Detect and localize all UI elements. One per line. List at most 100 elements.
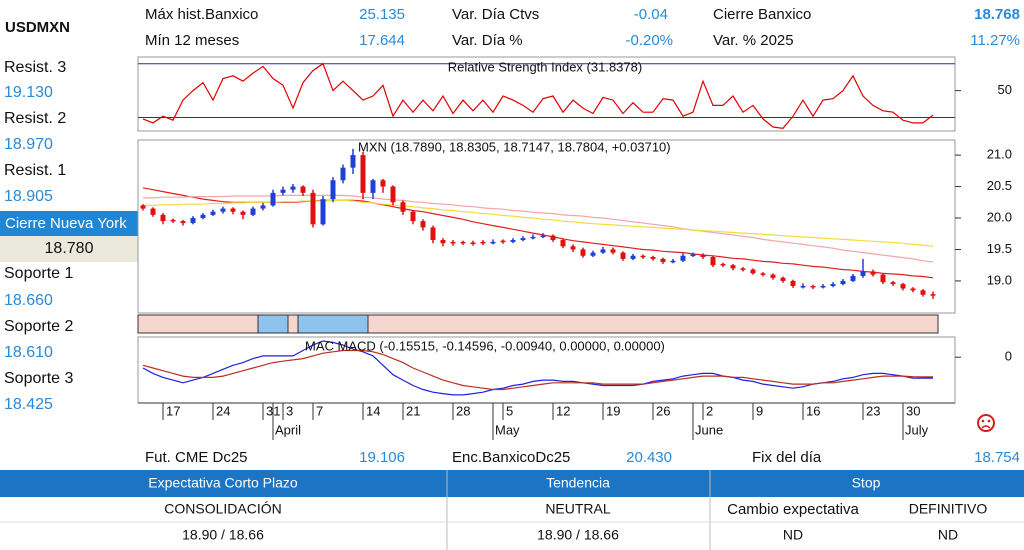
rsi-frame: [137, 56, 956, 132]
y-tick-label: 0: [1005, 349, 1012, 364]
candle-body: [780, 277, 786, 281]
candle-body: [850, 275, 856, 281]
table-cell: 18.90 / 18.66: [182, 527, 264, 543]
candle-body: [530, 236, 536, 239]
candle-body: [870, 271, 876, 275]
footer-value: 20.430: [626, 449, 672, 466]
y-tick-label: 50: [998, 82, 1012, 97]
series-line: [142, 340, 933, 396]
candle-body: [510, 240, 516, 242]
candle-body: [660, 258, 666, 263]
chart-title: MXN (18.7890, 18.8305, 18.7147, 18.7804,…: [358, 139, 671, 154]
candle-body: [920, 290, 926, 295]
close-ny-band: [0, 211, 138, 236]
candle-body: [620, 252, 626, 259]
candle-body: [140, 205, 146, 209]
candle-body: [340, 167, 346, 181]
candle-body: [430, 227, 436, 241]
candle-body: [500, 240, 506, 243]
candle-body: [810, 285, 816, 288]
table-heading: Expectativa Corto Plazo: [148, 475, 298, 491]
candle-body: [880, 274, 886, 283]
level-value: 18.780: [45, 240, 94, 257]
table-cell: DEFINITIVO: [909, 501, 988, 517]
candle-body: [480, 241, 486, 244]
candle-body: [300, 186, 306, 193]
candle-body: [370, 180, 376, 193]
month-label: June: [695, 422, 723, 437]
candle-body: [410, 211, 416, 222]
candle-body: [600, 249, 606, 253]
candle-body: [220, 208, 226, 212]
candle-body: [540, 235, 546, 238]
table-cell: 18.90 / 18.66: [537, 527, 619, 543]
series-line: [142, 349, 933, 391]
x-tick-label: 14: [366, 403, 380, 418]
y-tick-label: 20.5: [987, 178, 1012, 193]
level-value: 18.970: [4, 136, 53, 153]
footer-value: 19.106: [359, 449, 405, 466]
candle-body: [460, 241, 466, 244]
y-tick-label: 19.0: [987, 272, 1012, 287]
table-header: [0, 470, 1024, 497]
candle-body: [550, 235, 556, 241]
month-label: May: [495, 422, 520, 437]
candle-body: [790, 280, 796, 286]
x-tick-label: 16: [806, 403, 820, 418]
candle-body: [770, 274, 776, 278]
x-tick-label: 5: [506, 403, 513, 418]
stat-label: Mín 12 meses: [145, 32, 239, 49]
candle-body: [750, 269, 756, 274]
table-cell: CONSOLIDACIÓN: [164, 501, 281, 517]
level-label: Resist. 2: [4, 110, 66, 127]
candle-body: [250, 208, 256, 215]
alert-icon: [977, 414, 995, 432]
candle-body: [200, 214, 206, 219]
candle-body: [180, 221, 186, 224]
candle-body: [710, 257, 716, 266]
table-cell: ND: [938, 527, 958, 543]
stat-label: Var. % 2025: [713, 32, 794, 49]
candle-body: [290, 186, 296, 190]
level-value: 18.660: [4, 292, 53, 309]
x-tick-label: 3: [286, 403, 293, 418]
chart-title: MAC MACD (-0.15515, -0.14596, -0.00940, …: [305, 338, 665, 353]
candle-body: [280, 189, 286, 193]
x-tick-label: 7: [316, 403, 323, 418]
candle-body: [900, 284, 906, 289]
candle-body: [450, 241, 456, 244]
candle-body: [380, 180, 386, 187]
stat-value: 25.135: [359, 6, 405, 23]
candle-body: [690, 254, 696, 256]
candle-body: [670, 260, 676, 263]
candle-body: [820, 285, 826, 288]
candle-body: [160, 214, 166, 222]
candle-body: [320, 199, 326, 225]
stat-label: Var. Día Ctvs: [452, 6, 539, 23]
level-label: Resist. 3: [4, 59, 66, 76]
signal-strip-on: [257, 314, 289, 334]
table-cell: ND: [783, 527, 803, 543]
candle-body: [170, 219, 176, 222]
candle-body: [150, 208, 156, 215]
candle-body: [680, 255, 686, 261]
stat-value: -0.04: [634, 6, 668, 23]
stat-label: Var. Día %: [452, 32, 523, 49]
candle-body: [860, 271, 866, 276]
candle-body: [910, 288, 916, 291]
candle-body: [800, 285, 806, 288]
footer-label: Fix del día: [752, 449, 822, 466]
candle-body: [720, 263, 726, 266]
candle-body: [390, 186, 396, 203]
x-tick-label: 2: [706, 403, 713, 418]
level-label: Soporte 1: [4, 265, 73, 282]
candle-body: [640, 255, 646, 258]
candle-body: [760, 273, 766, 275]
candle-body: [700, 254, 706, 258]
symbol: USDMXN: [5, 19, 70, 36]
y-tick-label: 20.0: [987, 209, 1012, 224]
x-tick-label: 26: [656, 403, 670, 418]
x-tick-label: 28: [456, 403, 470, 418]
table-heading: Tendencia: [546, 475, 610, 491]
